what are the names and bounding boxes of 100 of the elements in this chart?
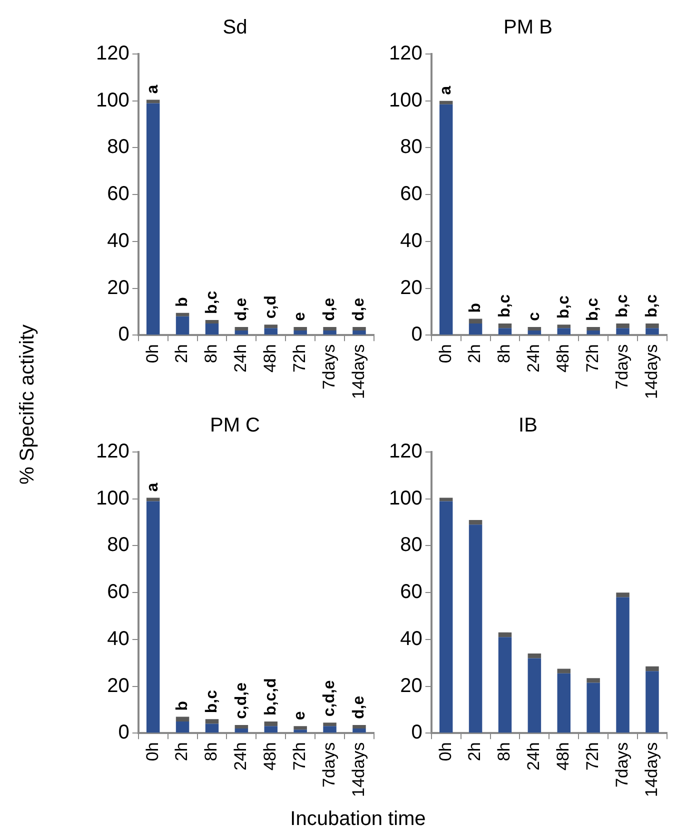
- bar: [176, 716, 190, 722]
- x-tick-label: 0h: [142, 742, 162, 762]
- bar: [498, 637, 512, 733]
- bar: [557, 668, 571, 674]
- y-tick-label: 0: [118, 722, 130, 744]
- x-tick-label: 2h: [172, 742, 192, 762]
- y-tick-label: 60: [400, 581, 422, 604]
- bar: [352, 724, 366, 728]
- bar: [352, 326, 366, 330]
- x-tick-label: 48h: [554, 344, 573, 373]
- annotation: b,c: [496, 294, 514, 318]
- bar: [205, 323, 219, 335]
- x-tick-label: 72h: [290, 742, 310, 771]
- annotation: b,c: [584, 298, 602, 321]
- bar: [646, 666, 659, 672]
- x-tick-label: 8h: [494, 344, 514, 364]
- bar: [646, 323, 659, 328]
- bar: [234, 330, 248, 335]
- chart-title: PM B: [504, 16, 552, 39]
- annotation: d,e: [350, 298, 368, 321]
- y-tick-label: 40: [107, 230, 130, 252]
- chart-title: IB: [518, 414, 538, 437]
- y-tick-label: 80: [400, 534, 422, 556]
- x-tick-label: 14days: [348, 344, 368, 400]
- bar: [294, 730, 307, 733]
- x-tick-label: 7days: [612, 742, 632, 788]
- bar: [323, 330, 336, 335]
- bar: [294, 330, 307, 335]
- y-tick-label: 100: [96, 89, 130, 112]
- bar: [323, 726, 336, 733]
- y-tick-label: 80: [107, 136, 130, 158]
- x-axis-title: Incubation time: [289, 808, 427, 831]
- annotation: a: [438, 86, 454, 95]
- y-tick-label: 0: [118, 324, 130, 346]
- bar: [468, 520, 482, 525]
- bar: [616, 592, 630, 598]
- annotation: c,d,e: [232, 682, 250, 719]
- bar: [439, 100, 453, 104]
- y-tick-label: 20: [400, 674, 422, 697]
- bar: [176, 316, 190, 335]
- y-tick-label: 20: [400, 276, 422, 299]
- y-tick-label: 0: [411, 722, 422, 744]
- bar: [264, 324, 278, 328]
- x-tick-label: 7days: [319, 344, 338, 390]
- x-tick-label: 48h: [260, 344, 280, 373]
- y-tick-label: 120: [388, 42, 422, 65]
- bar: [205, 724, 219, 733]
- bar: [468, 318, 482, 324]
- bar: [146, 100, 160, 104]
- bar: [205, 320, 219, 324]
- y-tick-label: 60: [107, 581, 130, 604]
- bar: [557, 673, 571, 733]
- annotation: a: [144, 482, 162, 492]
- y-tick-label: 40: [400, 230, 422, 252]
- bar: [264, 721, 278, 726]
- x-tick-label: 24h: [524, 344, 544, 373]
- annotation: b,c: [644, 294, 661, 318]
- x-tick-label: 72h: [583, 742, 602, 771]
- y-tick-label: 100: [388, 487, 422, 510]
- annotation: d,e: [321, 298, 338, 321]
- bar: [646, 328, 659, 335]
- bar: [498, 632, 512, 638]
- x-tick-label: 2h: [465, 742, 484, 762]
- bar: [264, 328, 278, 335]
- x-tick-label: 24h: [524, 742, 544, 771]
- annotation: b,c: [203, 290, 220, 314]
- bar: [586, 682, 600, 733]
- bar: [439, 104, 453, 335]
- x-tick-label: 48h: [260, 742, 280, 771]
- bar: [586, 326, 600, 330]
- y-tick-label: 20: [107, 276, 130, 299]
- y-tick-label: 80: [107, 534, 130, 556]
- bar: [468, 323, 482, 335]
- annotation: c,d: [262, 296, 280, 319]
- bar: [234, 724, 248, 728]
- annotation: d,e: [350, 696, 368, 719]
- annotation: e: [292, 312, 309, 321]
- bar: [616, 328, 630, 335]
- y-tick-label: 100: [96, 487, 130, 510]
- bar: [234, 728, 248, 733]
- bar: [646, 671, 659, 733]
- bar: [294, 726, 307, 730]
- bar: [498, 323, 512, 328]
- x-tick-label: 8h: [494, 742, 514, 762]
- y-tick-label: 120: [388, 440, 422, 463]
- annotation: b,c: [614, 294, 632, 318]
- annotation: a: [144, 84, 162, 94]
- bar: [528, 654, 542, 658]
- annotation: b,c: [555, 295, 572, 319]
- x-tick-label: 72h: [583, 344, 602, 373]
- bar: [323, 326, 336, 330]
- y-tick-label: 60: [107, 183, 130, 206]
- annotation: d,e: [232, 298, 250, 321]
- bar: [352, 330, 366, 335]
- annotation: c: [526, 312, 543, 321]
- annotation: b: [466, 302, 484, 313]
- bar: [557, 324, 571, 328]
- x-tick-label: 7days: [612, 344, 632, 390]
- x-tick-label: 72h: [290, 344, 310, 373]
- y-tick-label: 40: [107, 628, 130, 650]
